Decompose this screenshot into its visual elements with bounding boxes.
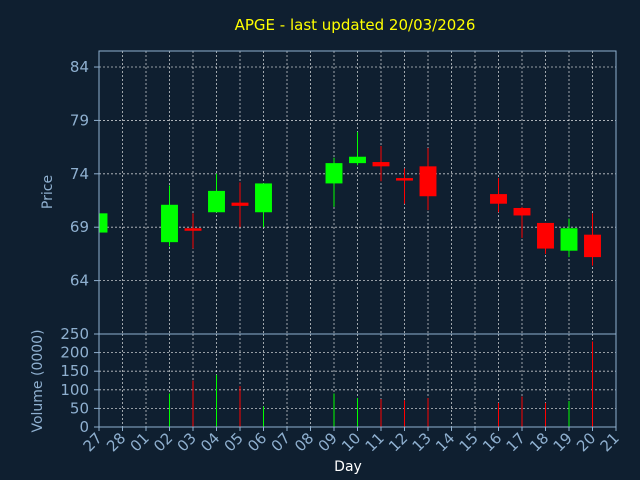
candle-body <box>184 228 202 231</box>
price-tick-label: 79 <box>70 111 89 129</box>
chart-title: APGE - last updated 20/03/2026 <box>235 16 476 34</box>
volume-tick-label: 50 <box>70 399 89 417</box>
x-tick-label: 07 <box>268 429 294 455</box>
x-tick-label: 02 <box>150 429 176 455</box>
x-tick-label: 13 <box>409 429 435 455</box>
x-axis-label: Day <box>334 459 362 475</box>
candle-body <box>161 204 178 243</box>
x-axis: 2728010203040506070809101112131415161718… <box>80 427 623 455</box>
x-tick-label: 20 <box>573 429 599 455</box>
volume-tick-label: 0 <box>79 418 89 436</box>
candle-body <box>419 166 437 197</box>
volume-tick-label: 100 <box>60 381 89 399</box>
x-tick-label: 08 <box>291 429 317 455</box>
candle-body <box>584 234 601 258</box>
x-tick-label: 09 <box>315 429 341 455</box>
candle-body <box>325 163 343 184</box>
x-tick-label: 28 <box>103 429 129 455</box>
x-tick-label: 01 <box>127 429 153 455</box>
candle-body <box>99 213 108 233</box>
candle-body <box>231 202 249 206</box>
x-tick-label: 15 <box>456 429 482 455</box>
candle-body <box>513 207 531 216</box>
volume-tick-label: 250 <box>60 325 89 343</box>
x-tick-label: 04 <box>197 429 223 455</box>
price-tick-label: 74 <box>70 165 89 183</box>
x-tick-label: 17 <box>503 429 529 455</box>
price-tick-label: 69 <box>70 218 89 236</box>
price-panel: 64 69 74 79 84 <box>70 50 617 335</box>
x-tick-label: 10 <box>338 429 364 455</box>
x-tick-label: 05 <box>221 429 247 455</box>
candle-body <box>349 156 366 164</box>
x-tick-label: 21 <box>597 429 623 455</box>
volume-axis-label: Volume (0000) <box>30 329 46 432</box>
x-tick-label: 06 <box>244 429 270 455</box>
x-tick-label: 14 <box>432 429 458 455</box>
candle-body <box>537 222 554 249</box>
price-tick-label: 64 <box>70 272 89 290</box>
x-tick-label: 12 <box>385 429 411 455</box>
price-axis-label: Price <box>40 175 56 209</box>
candle-body <box>255 183 272 213</box>
volume-tick-label: 150 <box>60 362 89 380</box>
x-tick-label: 03 <box>174 429 200 455</box>
x-tick-label: 18 <box>526 429 552 455</box>
volume-tick-label: 200 <box>60 344 89 362</box>
x-tick-label: 16 <box>479 429 505 455</box>
x-tick-label: 11 <box>362 429 388 455</box>
candle-body <box>560 228 578 251</box>
price-tick-label: 84 <box>70 58 89 76</box>
candle-body <box>208 190 225 213</box>
x-tick-label: 19 <box>550 429 576 455</box>
candle-body <box>490 194 507 204</box>
candle-body <box>396 178 413 181</box>
candle-body <box>372 162 390 167</box>
